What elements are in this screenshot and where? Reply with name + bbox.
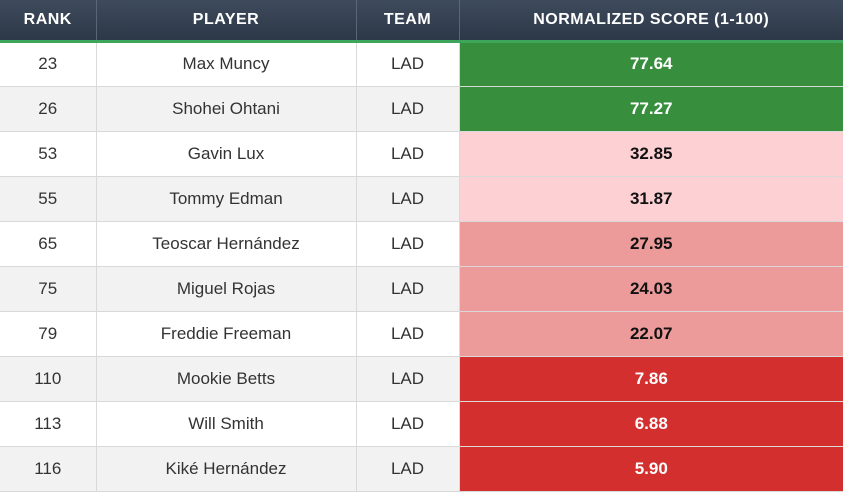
score-cell: 24.03 — [459, 266, 843, 312]
rank-cell: 79 — [0, 311, 97, 357]
team-cell: LAD — [356, 131, 460, 177]
table-row: 116 Kiké Hernández LAD 5.90 — [0, 446, 843, 492]
score-cell: 77.27 — [459, 86, 843, 132]
team-cell: LAD — [356, 86, 460, 132]
rank-cell: 26 — [0, 86, 97, 132]
header-rank[interactable]: RANK — [0, 0, 97, 43]
table-row: 110 Mookie Betts LAD 7.86 — [0, 356, 843, 402]
table-row: 113 Will Smith LAD 6.88 — [0, 401, 843, 447]
team-cell: LAD — [356, 176, 460, 222]
rank-cell: 110 — [0, 356, 97, 402]
score-cell: 77.64 — [459, 41, 843, 87]
table-row: 53 Gavin Lux LAD 32.85 — [0, 131, 843, 177]
score-cell: 32.85 — [459, 131, 843, 177]
rank-cell: 75 — [0, 266, 97, 312]
player-name-cell: Kiké Hernández — [96, 446, 357, 492]
header-player[interactable]: PLAYER — [96, 0, 357, 43]
score-cell: 22.07 — [459, 311, 843, 357]
table-row: 23 Max Muncy LAD 77.64 — [0, 41, 843, 87]
rank-cell: 65 — [0, 221, 97, 267]
team-cell: LAD — [356, 266, 460, 312]
score-cell: 6.88 — [459, 401, 843, 447]
player-name-cell: Will Smith — [96, 401, 357, 447]
header-score[interactable]: NORMALIZED SCORE (1-100) — [459, 0, 843, 43]
team-cell: LAD — [356, 221, 460, 267]
team-cell: LAD — [356, 356, 460, 402]
rank-cell: 116 — [0, 446, 97, 492]
player-name-cell: Max Muncy — [96, 41, 357, 87]
team-cell: LAD — [356, 41, 460, 87]
rank-cell: 113 — [0, 401, 97, 447]
table-row: 55 Tommy Edman LAD 31.87 — [0, 176, 843, 222]
table-row: 65 Teoscar Hernández LAD 27.95 — [0, 221, 843, 267]
rank-cell: 55 — [0, 176, 97, 222]
table-row: 79 Freddie Freeman LAD 22.07 — [0, 311, 843, 357]
score-cell: 31.87 — [459, 176, 843, 222]
table-body: 23 Max Muncy LAD 77.64 26 Shohei Ohtani … — [0, 41, 843, 492]
player-name-cell: Freddie Freeman — [96, 311, 357, 357]
score-cell: 27.95 — [459, 221, 843, 267]
rank-cell: 53 — [0, 131, 97, 177]
table-row: 26 Shohei Ohtani LAD 77.27 — [0, 86, 843, 132]
player-name-cell: Mookie Betts — [96, 356, 357, 402]
team-cell: LAD — [356, 401, 460, 447]
table-header: RANK PLAYER TEAM NORMALIZED SCORE (1-100… — [0, 0, 843, 43]
player-name-cell: Miguel Rojas — [96, 266, 357, 312]
player-name-cell: Teoscar Hernández — [96, 221, 357, 267]
team-cell: LAD — [356, 446, 460, 492]
table-row: 75 Miguel Rojas LAD 24.03 — [0, 266, 843, 312]
player-name-cell: Tommy Edman — [96, 176, 357, 222]
header-team[interactable]: TEAM — [356, 0, 460, 43]
player-name-cell: Shohei Ohtani — [96, 86, 357, 132]
score-cell: 7.86 — [459, 356, 843, 402]
rank-cell: 23 — [0, 41, 97, 87]
team-cell: LAD — [356, 311, 460, 357]
header-row: RANK PLAYER TEAM NORMALIZED SCORE (1-100… — [0, 0, 843, 43]
player-name-cell: Gavin Lux — [96, 131, 357, 177]
score-cell: 5.90 — [459, 446, 843, 492]
